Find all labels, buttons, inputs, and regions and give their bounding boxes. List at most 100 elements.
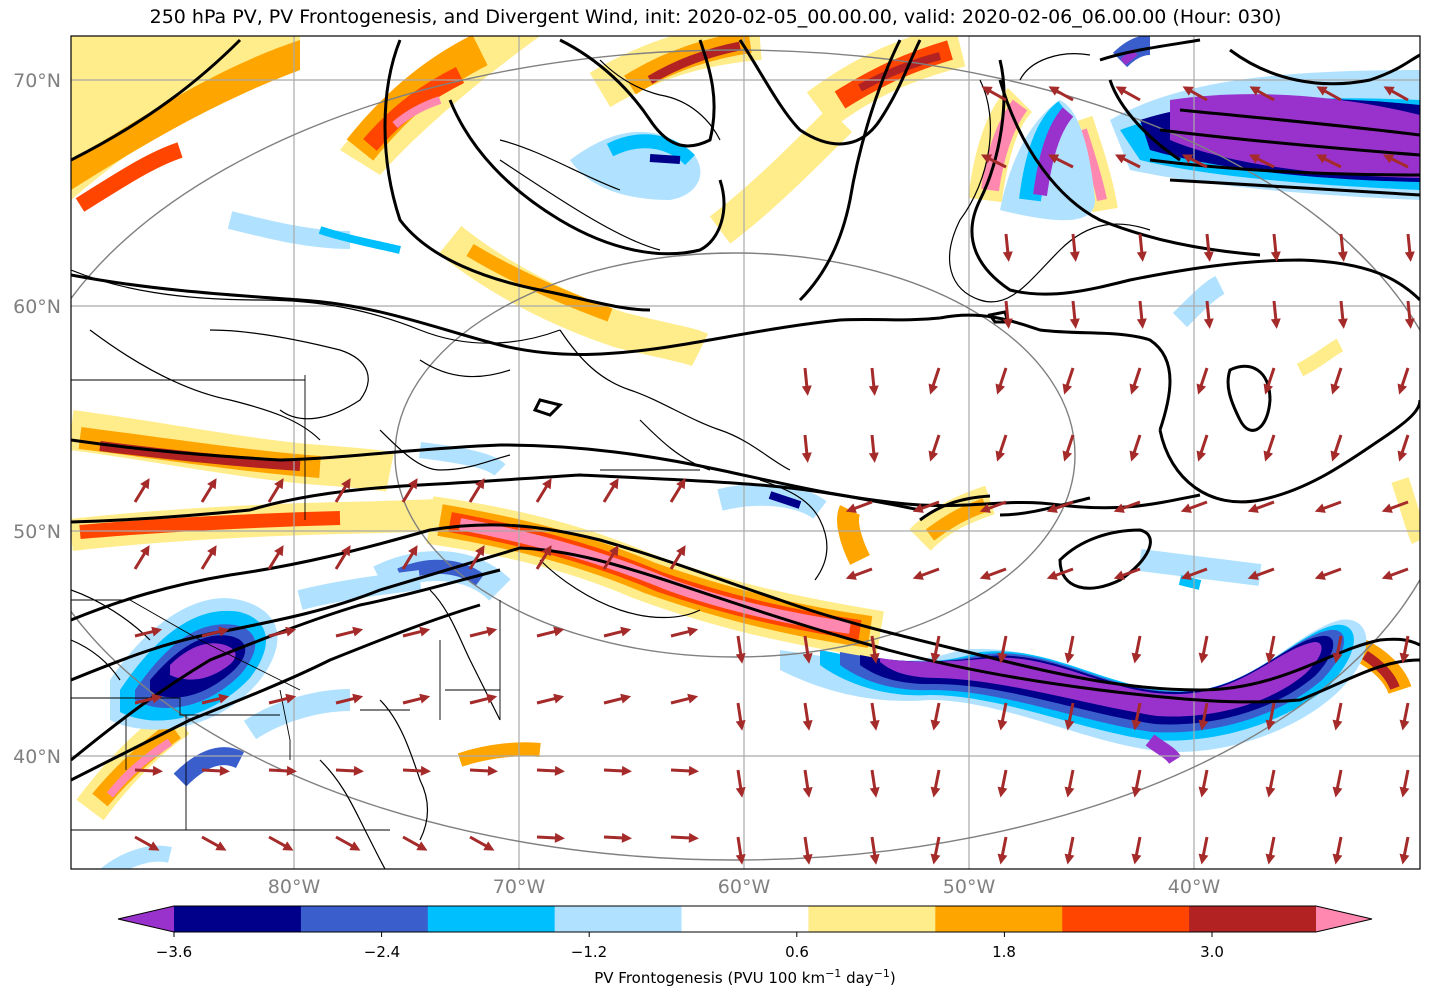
wind-arrow-head: [1404, 251, 1415, 262]
wind-arrow-head: [1114, 154, 1127, 164]
wind-arrow-head: [341, 545, 351, 557]
wind-arrow-head: [1337, 251, 1348, 262]
wind-arrow-head: [1382, 154, 1395, 164]
wind-arrow-head: [735, 787, 746, 798]
lon-label-60w: 60°W: [718, 876, 771, 898]
wind-arrow-head: [997, 853, 1008, 865]
wind-arrow-head: [1399, 853, 1410, 865]
wind-arrow-head: [1180, 570, 1192, 580]
wind-arrow-head: [845, 503, 857, 513]
wind-arrow-head: [1113, 503, 1125, 513]
wind-arrow-head: [802, 720, 813, 731]
wind-arrow-head: [802, 787, 813, 798]
wind-arrow-head: [218, 693, 230, 704]
wind-arrow-head: [1047, 154, 1060, 164]
wind-arrow-head: [868, 385, 879, 396]
wind-arrow-head: [219, 765, 230, 776]
wind-arrow-head: [687, 693, 699, 704]
wind-arrow-head: [1316, 86, 1328, 96]
wind-arrow-head: [486, 626, 498, 637]
wind-arrow-head: [140, 545, 150, 557]
wind-arrow-head: [997, 652, 1008, 664]
coastlines: [71, 53, 1151, 869]
wind-arrow-head: [609, 478, 619, 490]
wind-arrow-head: [1064, 652, 1075, 664]
wind-arrow-head: [930, 719, 941, 731]
wind-arrow-head: [151, 626, 163, 637]
wind-arrow-head: [416, 841, 428, 851]
wind-arrow-head: [274, 478, 284, 490]
wind-arrow-head: [930, 786, 941, 798]
wind-arrow-head: [483, 841, 495, 851]
wind-arrow-head: [148, 841, 160, 851]
wind-arrow-head: [981, 86, 993, 96]
wind-arrow-head: [621, 832, 632, 843]
wind-arrow-head: [151, 693, 163, 704]
colorbar-tick-label: 3.0: [1200, 943, 1224, 961]
wind-arrow-head: [475, 478, 485, 490]
wind-arrow-head: [1399, 652, 1410, 664]
wind-arrow-head: [687, 626, 699, 637]
wind-arrow-head: [140, 478, 150, 490]
wind-arrow-head: [554, 832, 565, 843]
lon-label-80w: 80°W: [268, 876, 321, 898]
wind-arrow-head: [802, 854, 813, 865]
frontogenesis-negative-shading: [100, 36, 1420, 869]
colorbar-bin: [554, 906, 683, 932]
lat-label-70n: 70°N: [13, 70, 61, 92]
wind-arrow-head: [609, 545, 619, 557]
lat-label-40n: 40°N: [13, 746, 61, 768]
wind-arrow-head: [1136, 318, 1147, 329]
wind-arrow-head: [869, 854, 880, 865]
wind-arrow-head: [486, 693, 498, 704]
wind-arrow-head: [869, 653, 880, 664]
wind-arrow-head: [1046, 570, 1058, 580]
colorbar-min-arrow: [118, 906, 174, 932]
wind-arrow-head: [207, 478, 217, 490]
colorbar-ticks: −3.6 −2.4 −1.2 0.6 1.8 3.0: [156, 943, 1224, 961]
wind-arrow-head: [1381, 570, 1393, 580]
wind-arrow-head: [1181, 154, 1194, 164]
wind-arrow-head: [341, 478, 351, 490]
wind-arrow-head: [869, 787, 880, 798]
wind-arrow-head: [1270, 318, 1281, 329]
wind-arrow-head: [1131, 719, 1142, 731]
colorbar-bin: [300, 906, 429, 932]
wind-arrow-head: [1064, 853, 1075, 865]
wind-arrow-head: [207, 545, 217, 557]
wind-arrow-head: [1330, 383, 1341, 395]
wind-arrow-head: [735, 720, 746, 731]
wind-arrow-head: [218, 626, 230, 637]
wind-arrow-head: [152, 765, 163, 776]
wind-arrow-head: [215, 841, 227, 851]
wind-arrow-head: [995, 383, 1006, 395]
lon-label-50w: 50°W: [943, 876, 996, 898]
wind-arrow-head: [912, 503, 924, 513]
wind-arrow-head: [1314, 570, 1326, 580]
wind-arrow-head: [802, 653, 813, 664]
wind-arrow-head: [1196, 383, 1207, 395]
wind-arrow-head: [735, 854, 746, 865]
wind-arrow-head: [1247, 503, 1259, 513]
wind-arrow-head: [286, 765, 297, 776]
wind-arrow-head: [408, 478, 418, 490]
lon-label-70w: 70°W: [493, 876, 546, 898]
wind-arrow-head: [845, 570, 857, 580]
wind-arrow-head: [688, 765, 699, 776]
wind-arrow-head: [1062, 383, 1073, 395]
wind-arrow-head: [1265, 786, 1276, 798]
wind-arrow-head: [1198, 719, 1209, 731]
wind-arrow-head: [285, 693, 297, 704]
wind-arrow-head: [735, 653, 746, 664]
wind-arrow-head: [801, 385, 812, 396]
colorbar-tick-label: −2.4: [364, 943, 400, 961]
wind-arrow-head: [408, 545, 418, 557]
wind-arrow-head: [1263, 383, 1274, 395]
colorbar-tick-label: −1.2: [571, 943, 607, 961]
colorbar-bin: [1062, 906, 1190, 932]
wind-arrow-head: [1399, 719, 1410, 731]
wind-arrow-head: [1263, 450, 1274, 462]
wind-arrow-head: [979, 570, 991, 580]
gridlines: [71, 36, 1420, 869]
range-rings: [71, 49, 1420, 861]
